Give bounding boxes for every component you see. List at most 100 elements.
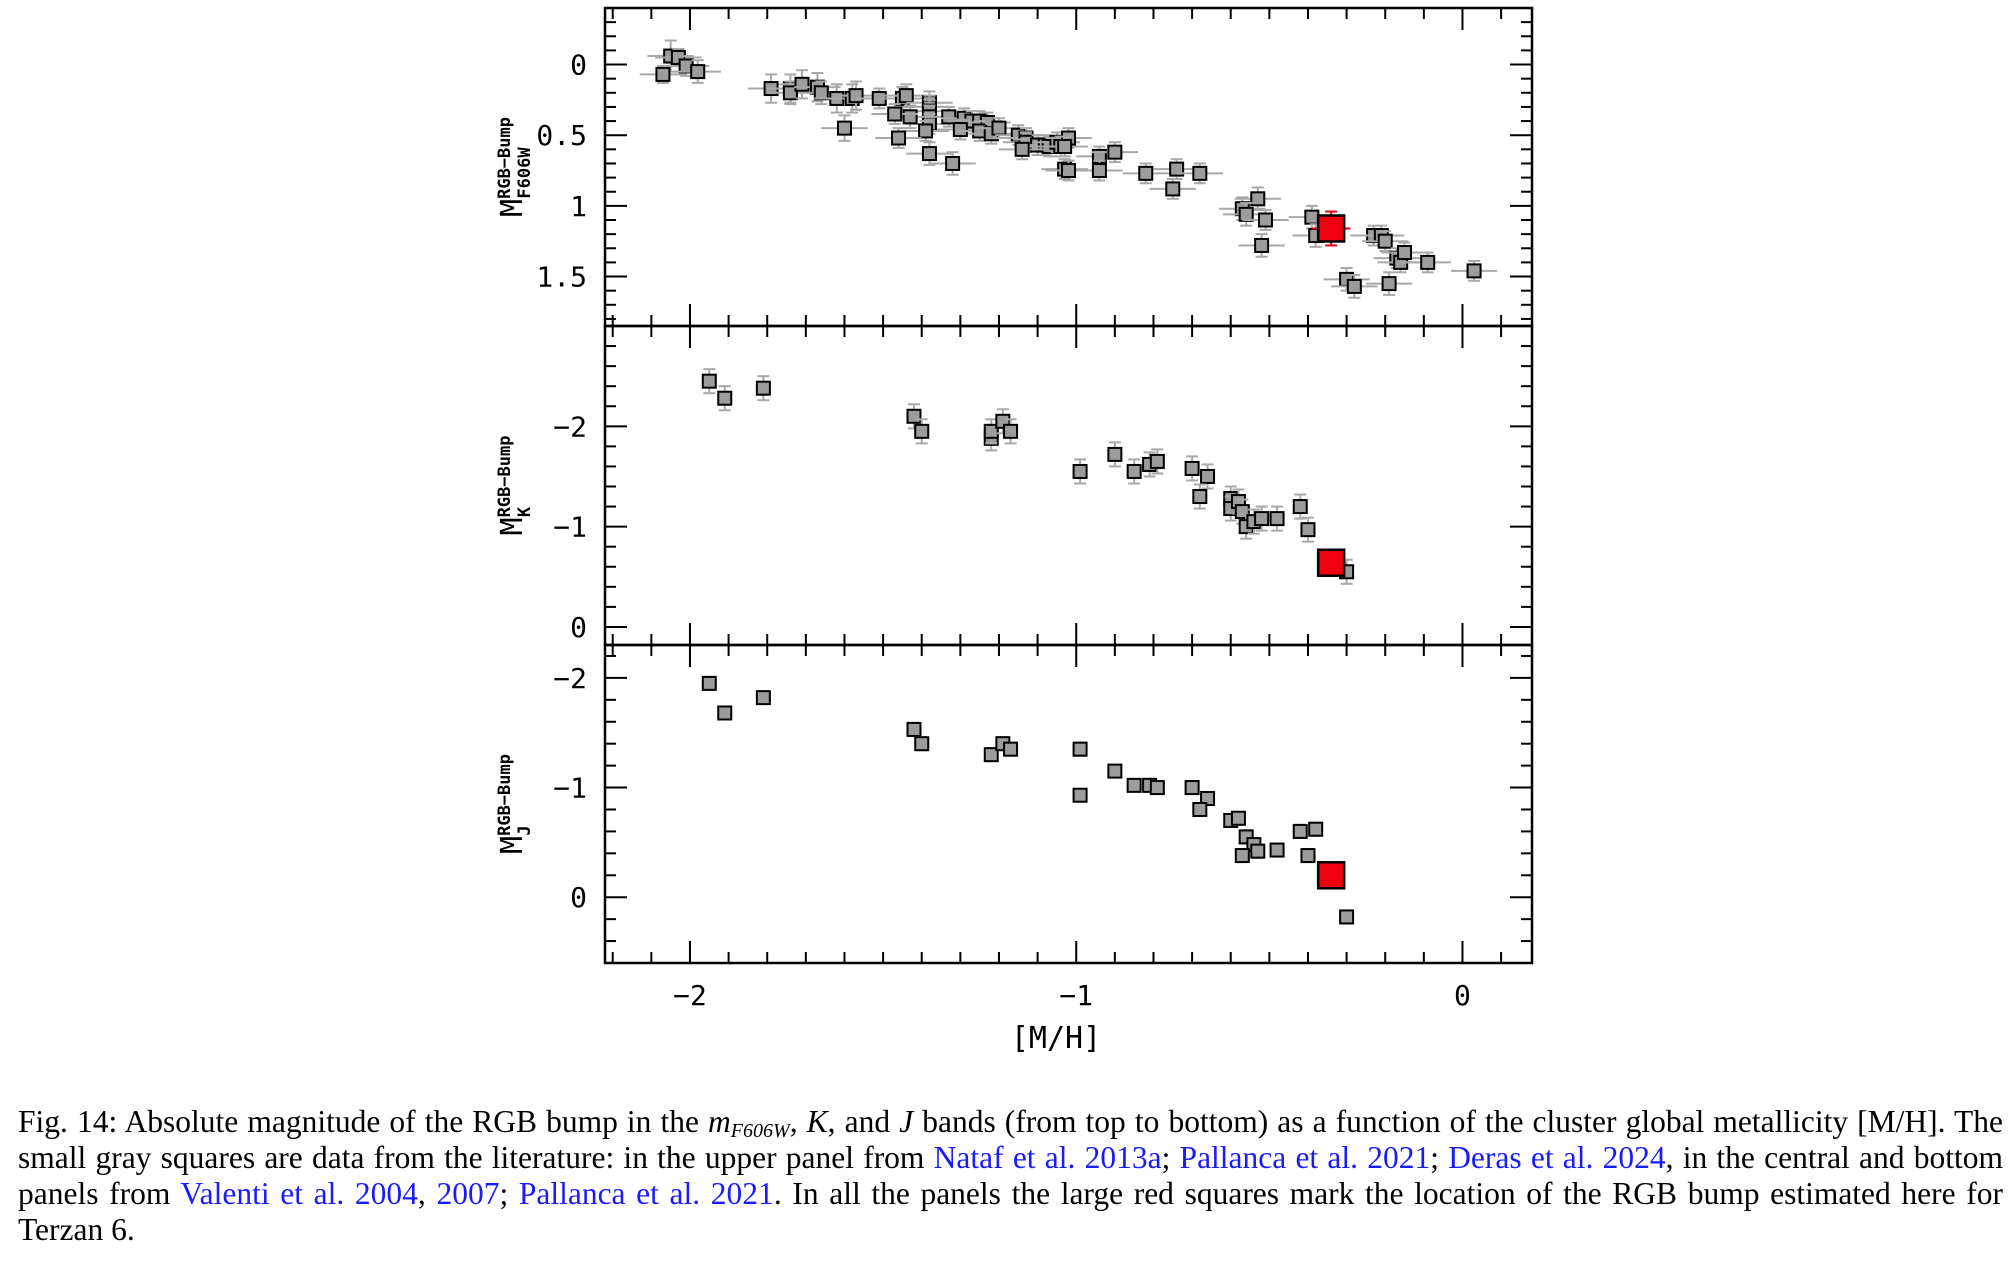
caption-band-j: J [899, 1104, 914, 1139]
literature-marker [1184, 780, 1200, 796]
literature-point [1331, 274, 1378, 299]
literature-point [1234, 847, 1250, 864]
literature-marker [983, 747, 999, 763]
literature-point [1107, 441, 1123, 468]
caption-ref-nataf-2013a[interactable]: Nataf et al. 2013a [933, 1140, 1162, 1175]
terzan6-marker [1316, 861, 1346, 890]
literature-point [755, 690, 771, 706]
terzan6-marker [1316, 548, 1346, 577]
panel-middle-mk: −2 −1 0 MRGB−BumpK [495, 324, 1534, 647]
literature-point [906, 141, 953, 166]
literature-point [1192, 483, 1208, 510]
literature-marker [1300, 848, 1316, 864]
terzan6-marker [1316, 214, 1346, 243]
literature-point [701, 675, 717, 691]
literature-marker [1192, 801, 1208, 817]
literature-marker [921, 146, 937, 162]
literature-marker [1003, 741, 1019, 757]
caption-part4: bands (from top to bottom) as a function… [18, 1104, 2003, 1175]
literature-marker [1107, 144, 1123, 160]
caption-ref-deras-2024[interactable]: Deras et al. 2024 [1448, 1140, 1666, 1175]
literature-point [1126, 458, 1142, 485]
literature-point [1126, 777, 1142, 793]
y-tick-label: −2 [553, 410, 587, 443]
literature-marker [1397, 245, 1413, 261]
caption-ref-pallanca-2021[interactable]: Pallanca et al. 2021 [1179, 1140, 1431, 1175]
y-axis-label-sub: J [515, 825, 535, 835]
literature-marker [836, 120, 852, 136]
literature-marker [1192, 165, 1208, 181]
literature-marker [1304, 209, 1320, 225]
literature-marker [906, 721, 922, 737]
caption-lead: Fig. 14: Absolute magnitude of the RGB b… [18, 1104, 709, 1139]
literature-point [906, 721, 922, 738]
literature-marker [1192, 489, 1208, 505]
literature-point [1339, 909, 1355, 925]
y-tick-label: 1 [570, 190, 587, 223]
y-axis-label-sub: F606W [515, 147, 535, 199]
literature-point [1381, 241, 1428, 264]
caption-band-m-sub: F606W [730, 1120, 790, 1142]
caption-ref-pallanca-2021-b[interactable]: Pallanca et al. 2021 [518, 1176, 774, 1211]
literature-point [1230, 810, 1246, 826]
literature-marker [1250, 843, 1266, 859]
literature-marker [1091, 163, 1107, 179]
literature-point [1292, 823, 1308, 839]
literature-marker [1292, 823, 1308, 839]
y-axis-label-sup: RGB−Bump [495, 436, 515, 518]
figure-caption: Fig. 14: Absolute magnitude of the RGB b… [18, 1104, 2003, 1248]
literature-point [1365, 271, 1413, 296]
literature-marker [1254, 511, 1270, 527]
literature-point [1184, 455, 1200, 482]
caption-band-k: K [806, 1104, 828, 1139]
y-tick-label: −1 [553, 511, 587, 544]
literature-point [1072, 787, 1088, 803]
literature-marker [1250, 191, 1266, 207]
literature-marker [1149, 780, 1165, 796]
y-axis-label-main: M [495, 199, 530, 217]
literature-point [875, 127, 922, 149]
literature-point [1072, 458, 1088, 485]
y-axis-label: MRGB−BumpK [495, 436, 535, 536]
literature-point [1200, 463, 1216, 490]
literature-point [975, 117, 1023, 140]
literature-marker [1346, 278, 1362, 294]
literature-marker [690, 64, 706, 80]
literature-marker [1466, 263, 1482, 279]
literature-marker [1072, 741, 1088, 757]
y-axis-label-sub: K [515, 506, 535, 517]
caption-ref-valenti-2004[interactable]: Valenti et al. 2004 [180, 1176, 418, 1211]
caption-sep: , [417, 1176, 437, 1211]
literature-point [1246, 508, 1262, 535]
literature-point [1149, 178, 1196, 200]
literature-marker [914, 736, 930, 752]
literature-point [821, 114, 868, 142]
literature-marker [1072, 787, 1088, 803]
literature-marker [1269, 511, 1285, 527]
literature-point [1404, 251, 1451, 274]
literature-marker [717, 390, 733, 406]
y-axis-label: MRGB−BumpF606W [495, 117, 535, 217]
literature-marker [918, 123, 934, 139]
literature-marker [1061, 163, 1076, 179]
literature-point [929, 151, 976, 176]
y-axis-label: MRGB−BumpJ [495, 754, 535, 854]
literature-point [914, 418, 930, 445]
literature-marker [1269, 842, 1285, 858]
literature-marker [1257, 212, 1273, 228]
literature-point [1176, 162, 1223, 185]
literature-marker [655, 66, 671, 82]
literature-marker [1126, 777, 1142, 793]
literature-point [983, 418, 999, 445]
literature-marker [717, 705, 733, 721]
x-tick-label: −2 [673, 979, 707, 1012]
literature-point [1003, 741, 1019, 757]
x-axis-label: [M/H] [1011, 1021, 1101, 1056]
literature-marker [813, 85, 829, 101]
caption-ref-valenti-2007[interactable]: 2007 [436, 1176, 500, 1211]
y-tick-label: −2 [553, 662, 587, 695]
literature-marker [1107, 763, 1123, 779]
literature-marker [1072, 463, 1088, 479]
literature-marker [1339, 909, 1355, 925]
literature-point [1076, 159, 1123, 182]
